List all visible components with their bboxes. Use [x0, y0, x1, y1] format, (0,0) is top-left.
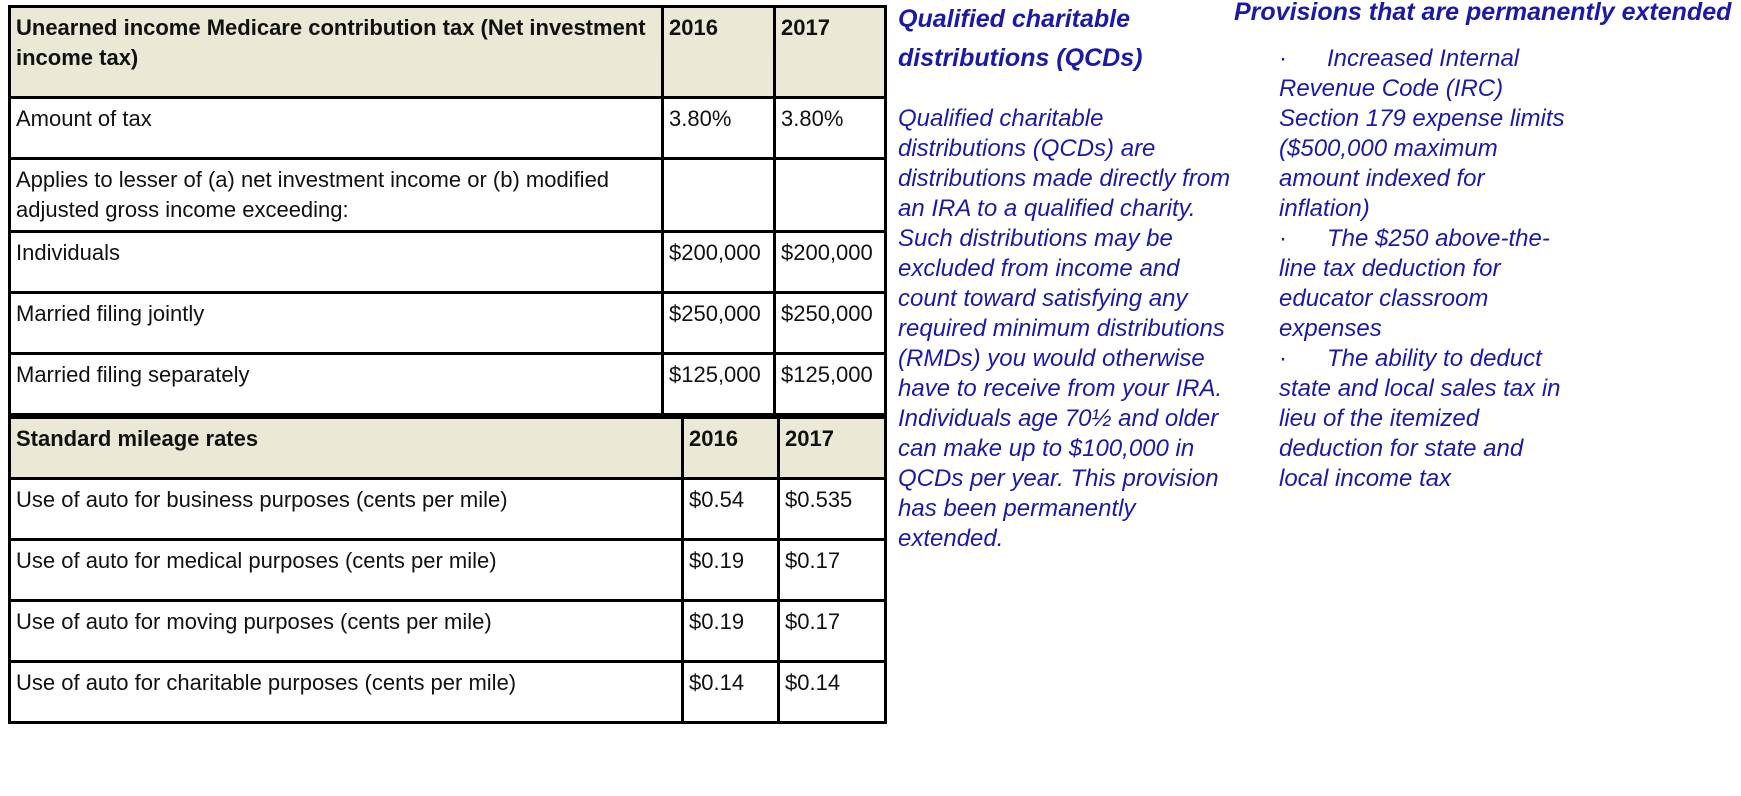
table-row: Use of auto for medical purposes (cents …: [8, 538, 887, 602]
value-2016: $200,000: [661, 230, 776, 294]
provisions-heading: Provisions that are permanently extended: [1234, 0, 1732, 26]
list-item-text: The $250 above-the-line tax deduction fo…: [1279, 225, 1550, 342]
row-label: Use of auto for medical purposes (cents …: [8, 538, 684, 602]
column-header-2016: 2016: [681, 416, 780, 480]
value-2017: [773, 157, 887, 233]
table-row: Married filing separately $125,000 $125,…: [8, 352, 887, 416]
bullet-icon: ·: [1279, 45, 1287, 72]
table-row: Use of auto for business purposes (cents…: [8, 477, 887, 541]
table-row: Individuals $200,000 $200,000: [8, 230, 887, 294]
qcd-heading: Qualified charitable distributions (QCDs…: [898, 5, 1143, 72]
value-2016: $0.19: [681, 599, 780, 663]
column-header-2016: 2016: [661, 5, 776, 99]
row-label: Married filing jointly: [8, 291, 664, 355]
mileage-rates-table: Standard mileage rates 2016 2017 Use of …: [8, 416, 887, 724]
table-row: Use of auto for charitable purposes (cen…: [8, 660, 887, 724]
provisions-section: Provisions that are permanently extended…: [1234, 0, 1739, 494]
value-2017: $0.17: [777, 538, 887, 602]
row-label: Individuals: [8, 230, 664, 294]
qcd-section: Qualified charitable distributions (QCDs…: [898, 0, 1233, 554]
value-2016: 3.80%: [661, 96, 776, 160]
column-header-2017: 2017: [773, 5, 887, 99]
row-label: Amount of tax: [8, 96, 664, 160]
value-2017: $0.535: [777, 477, 887, 541]
row-label: Married filing separately: [8, 352, 664, 416]
value-2016: $0.54: [681, 477, 780, 541]
table-row: Applies to lesser of (a) net investment …: [8, 157, 887, 233]
list-item: · The ability to deduct state and local s…: [1279, 344, 1569, 494]
bullet-icon: ·: [1279, 345, 1287, 372]
row-label: Use of auto for moving purposes (cents p…: [8, 599, 684, 663]
value-2016: [661, 157, 776, 233]
bullet-icon: ·: [1279, 225, 1287, 252]
table-header-row: Unearned income Medicare contribution ta…: [8, 5, 887, 99]
value-2016: $250,000: [661, 291, 776, 355]
value-2016: $0.19: [681, 538, 780, 602]
list-item-text: Increased Internal Revenue Code (IRC) Se…: [1279, 45, 1565, 222]
list-item-text: The ability to deduct state and local sa…: [1279, 345, 1561, 492]
value-2017: $250,000: [773, 291, 887, 355]
value-2017: $200,000: [773, 230, 887, 294]
mileage-table-title: Standard mileage rates: [8, 416, 684, 480]
row-label: Use of auto for business purposes (cents…: [8, 477, 684, 541]
row-label: Applies to lesser of (a) net investment …: [8, 157, 664, 233]
value-2017: $0.14: [777, 660, 887, 724]
value-2017: $0.17: [777, 599, 887, 663]
qcd-body: Qualified charitable distributions (QCDs…: [898, 105, 1231, 552]
table-row: Use of auto for moving purposes (cents p…: [8, 599, 887, 663]
value-2016: $0.14: [681, 660, 780, 724]
value-2017: 3.80%: [773, 96, 887, 160]
value-2016: $125,000: [661, 352, 776, 416]
column-header-2017: 2017: [777, 416, 887, 480]
medicare-tax-table: Unearned income Medicare contribution ta…: [8, 5, 887, 416]
table-header-row: Standard mileage rates 2016 2017: [8, 416, 887, 480]
medicare-table-title: Unearned income Medicare contribution ta…: [8, 5, 664, 99]
table-row: Married filing jointly $250,000 $250,000: [8, 291, 887, 355]
row-label: Use of auto for charitable purposes (cen…: [8, 660, 684, 724]
list-item: · The $250 above-the-line tax deduction f…: [1279, 224, 1569, 344]
list-item: · Increased Internal Revenue Code (IRC) S…: [1279, 44, 1569, 224]
value-2017: $125,000: [773, 352, 887, 416]
table-row: Amount of tax 3.80% 3.80%: [8, 96, 887, 160]
provisions-list: · Increased Internal Revenue Code (IRC) S…: [1234, 44, 1739, 494]
